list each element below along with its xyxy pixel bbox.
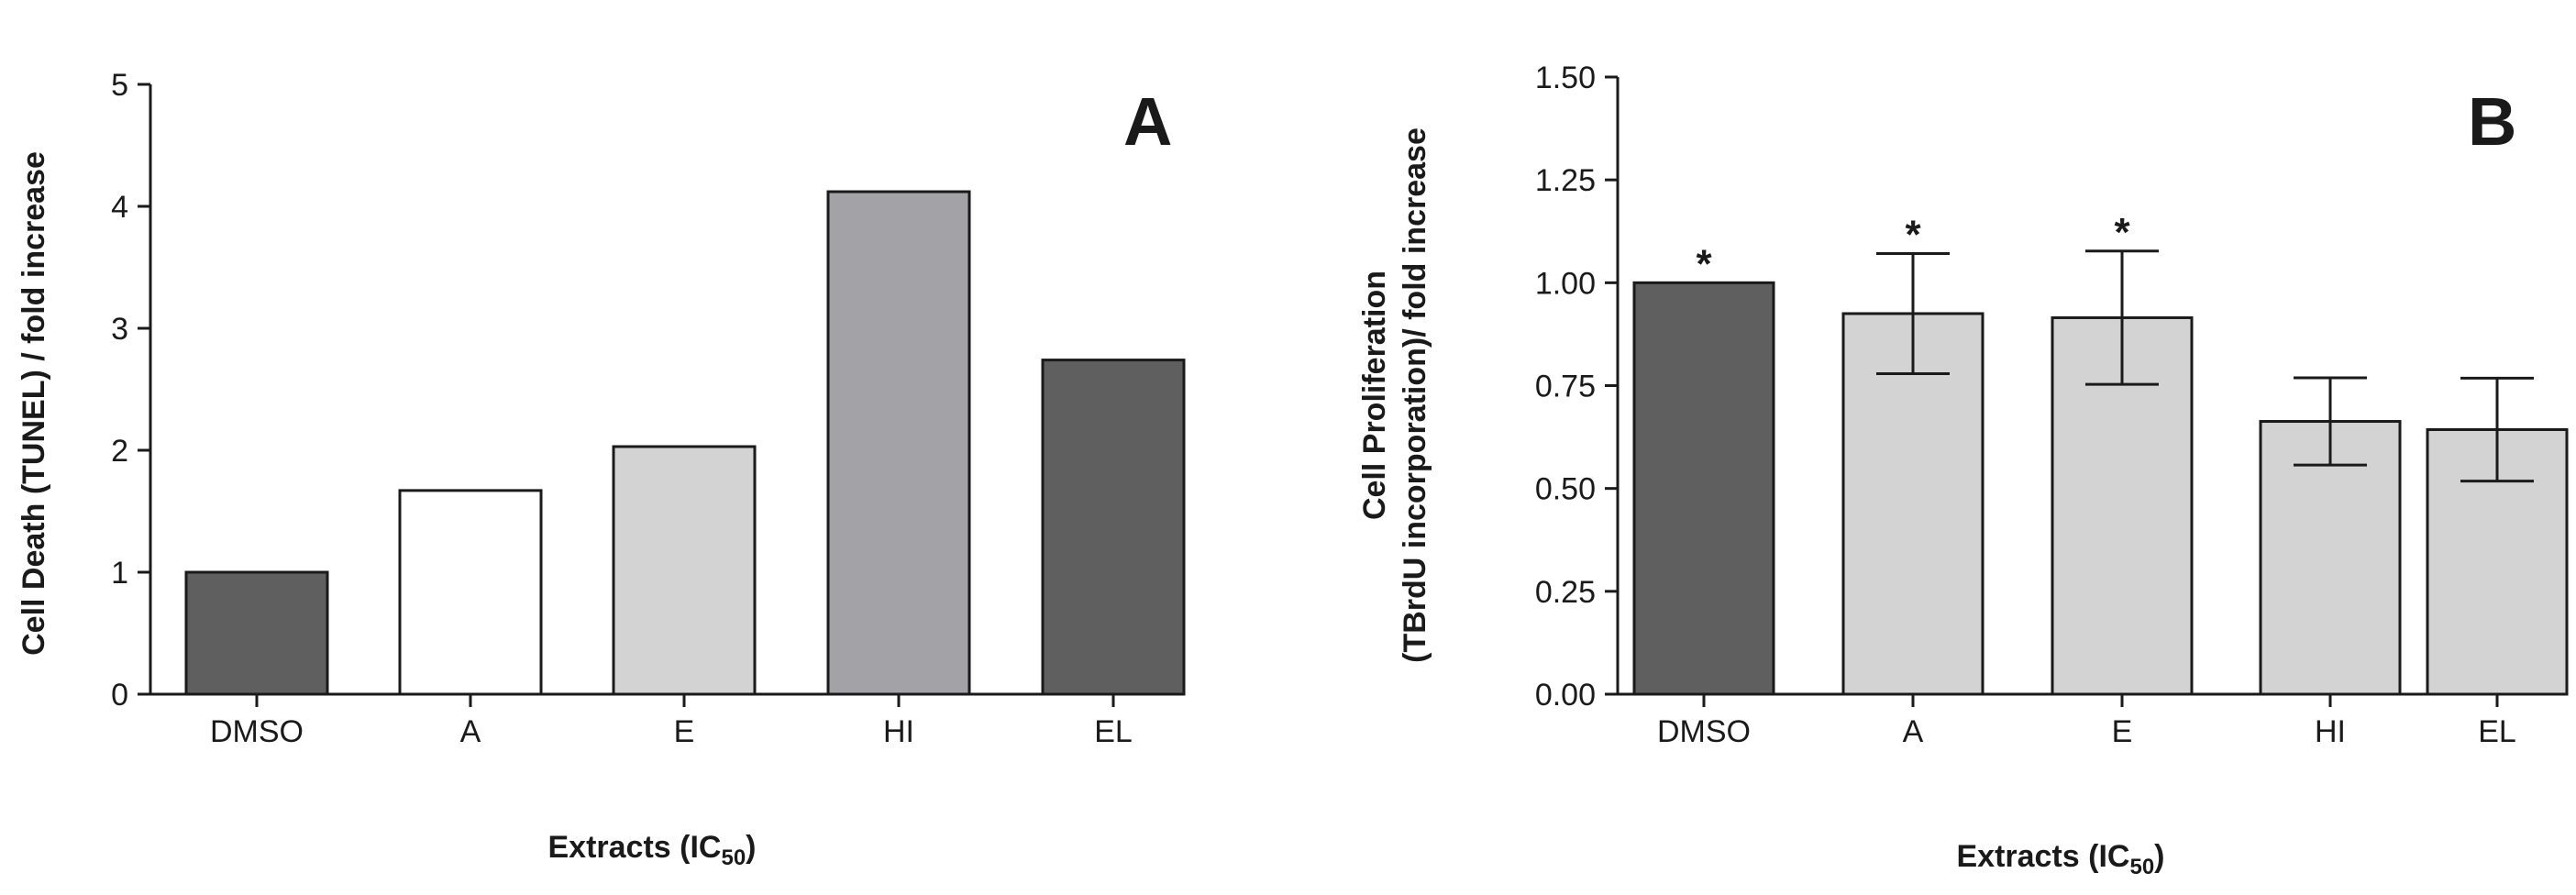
panel-a-y-axis-title: Cell Death (TUNEL) / fold increase: [17, 151, 51, 656]
panel-b-y-axis-title-line2: (TBrdU incorporation)/ fold increase: [1398, 127, 1432, 663]
panel-a-x-axis-title: Extracts (IC50): [548, 830, 757, 870]
panel-b-y-axis-title: Cell Proliferation (TBrdU incorporation)/…: [1357, 127, 1432, 663]
panel-a-x-tick-label: DMSO: [210, 714, 304, 749]
panel-a-x-tick-label: EL: [1094, 714, 1133, 749]
panel-b-y-tick-label: 1.25: [1535, 163, 1596, 198]
panel-b-y-tick-label: 0.75: [1535, 370, 1596, 404]
panel-b-error-bar-hi: [2294, 376, 2367, 467]
panel-b-x-axis-title: Extracts (IC50): [1957, 839, 2165, 879]
panel-a-chart: A Cell Death (TUNEL) / fold increase Ext…: [17, 68, 1186, 870]
panel-b-chart: B Cell Proliferation (TBrdU incorporation…: [1357, 61, 2569, 879]
panel-b-bar-hi: [2259, 420, 2402, 696]
panel-b-x-axis-title-main: Extracts (IC: [1957, 839, 2130, 874]
panel-a-y-tick-label: 2: [111, 434, 128, 469]
panel-b-y-axis-title-line1: Cell Proliferation: [1357, 271, 1392, 520]
panel-b-significance-star: *: [1696, 241, 1712, 286]
panel-a-x-axis-title-subscript: 50: [721, 845, 746, 870]
panel-a-bar-el: [1041, 359, 1186, 696]
panel-b-error-bar-el: [2460, 376, 2534, 483]
panel-b-error-bar-e: [2085, 249, 2159, 386]
panel-a-y-tick-label: 0: [111, 678, 128, 713]
panel-a-y-tick-label: 3: [111, 312, 128, 347]
panel-a-y-tick-label: 1: [111, 556, 128, 591]
panel-b-y-tick-label: 0.50: [1535, 472, 1596, 507]
panel-b-x-tick-label: E: [2112, 714, 2133, 749]
panel-b-x-axis-title-close: ): [2154, 839, 2164, 874]
panel-a-letter: A: [1123, 83, 1172, 160]
panel-a-x-axis-title-close: ): [746, 830, 756, 865]
panel-a-x-tick-label: HI: [883, 714, 914, 749]
panel-b-x-tick-label: DMSO: [1657, 714, 1751, 749]
panel-b-significance-star: *: [1905, 212, 1921, 257]
panel-b-x-tick-label: HI: [2315, 714, 2346, 749]
panel-b-plot-area: 0.00 0.25 0.50 0.75 1.00 1.25 1.50 DMSO * A * E * HI E…: [1535, 61, 2569, 749]
panel-b-y-tick-label: 0.25: [1535, 575, 1596, 610]
panel-a-bar-a: [398, 489, 543, 696]
panel-b-bar-dmso: [1632, 281, 1775, 696]
panel-b-y-tick-label: 1.00: [1535, 266, 1596, 301]
panel-a-x-tick-label: A: [460, 714, 481, 749]
panel-b-error-bar-a: [1876, 251, 1950, 375]
panel-a-bar-e: [612, 445, 757, 696]
panel-b-significance-star: *: [2114, 210, 2130, 255]
panel-b-y-tick-label: 0.00: [1535, 678, 1596, 713]
panel-b-y-tick-label: 1.50: [1535, 61, 1596, 95]
panel-a-bar-dmso: [184, 570, 329, 696]
panel-a-bar-hi: [826, 190, 971, 696]
panel-a-x-axis-title-main: Extracts (IC: [548, 830, 722, 865]
panel-b-x-tick-label: EL: [2478, 714, 2516, 749]
panel-a-plot-area: 0 1 2 3 4 5 DMSO A E HI EL: [111, 68, 1186, 749]
panel-a-x-tick-label: E: [674, 714, 695, 749]
panel-b-letter: B: [2468, 83, 2516, 160]
panel-a-y-tick-label: 5: [111, 68, 128, 103]
panel-a-y-tick-label: 4: [111, 190, 128, 225]
panel-b-bar-a: [1841, 312, 1985, 696]
panel-b-x-tick-label: A: [1903, 714, 1924, 749]
panel-b-x-axis-title-subscript: 50: [2129, 855, 2154, 879]
